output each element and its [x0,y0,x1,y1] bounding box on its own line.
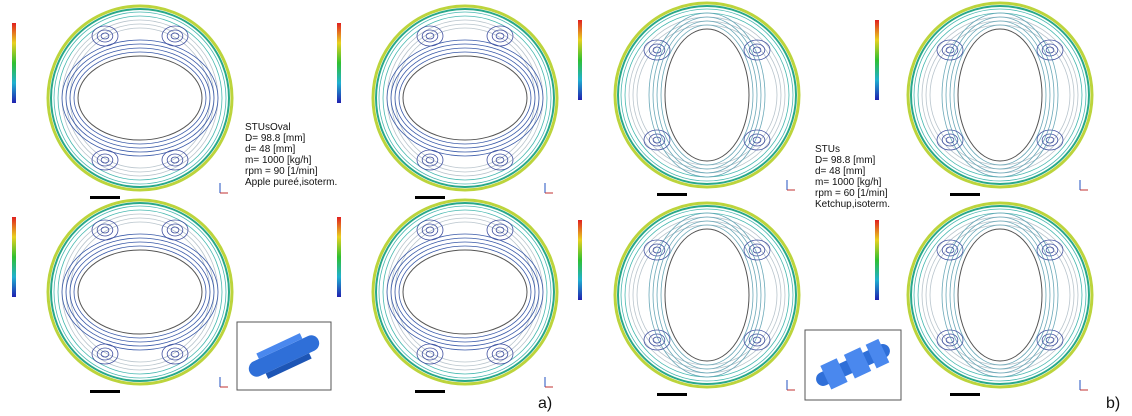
colorbar [337,23,341,103]
vortex [92,344,118,364]
scale-bar [415,390,445,393]
caption-line: D= 98.8 [mm] [815,155,876,166]
vortex [92,150,118,170]
caption-line: d= 48 [mm] [245,144,296,155]
rotor-body [403,56,527,140]
vortex [487,26,513,46]
caption-line: Ketchup,isoterm. [815,199,890,210]
colorbar [578,220,582,300]
rotor-body [403,250,527,334]
scale-bar [657,193,687,196]
colorbar [12,217,16,297]
vortex [417,150,443,170]
colorbar [875,20,879,100]
vortex [162,26,188,46]
caption-line: STUs [815,144,840,155]
colorbar [875,220,879,300]
vortex [162,150,188,170]
caption-line: D= 98.8 [mm] [245,133,306,144]
colorbar [337,217,341,297]
vortex [417,344,443,364]
vortex [487,344,513,364]
rotor-body [958,29,1042,161]
vortex [487,150,513,170]
colorbar [578,20,582,100]
rotor-body [78,250,202,334]
colorbar [12,23,16,103]
vortex [92,26,118,46]
caption-line: rpm = 60 [1/min] [815,188,888,199]
scale-bar [415,196,445,199]
vortex [417,220,443,240]
vortex [162,344,188,364]
rotor-body [958,229,1042,361]
rotor-body [78,56,202,140]
vortex [92,220,118,240]
caption-line: Apple pureé,isoterm. [245,177,337,188]
vortex [417,26,443,46]
scale-bar [950,393,980,396]
caption-line: STUsOval [245,122,291,133]
scale-bar [90,196,120,199]
caption-line: rpm = 90 [1/min] [245,166,318,177]
vortex [487,220,513,240]
rotor-body [665,229,749,361]
vortex [162,220,188,240]
rotor-body [665,29,749,161]
panel-label: a) [538,395,552,412]
caption-line: m= 1000 [kg/h] [815,177,882,188]
scale-bar [90,390,120,393]
caption-line: m= 1000 [kg/h] [245,155,312,166]
panel-label: b) [1106,395,1120,412]
figure: a) b) STUsOvalD= 98.8 [mm]d= 48 [mm]m= 1… [0,0,1132,416]
caption-line: d= 48 [mm] [815,166,866,177]
scale-bar [657,393,687,396]
scale-bar [950,193,980,196]
